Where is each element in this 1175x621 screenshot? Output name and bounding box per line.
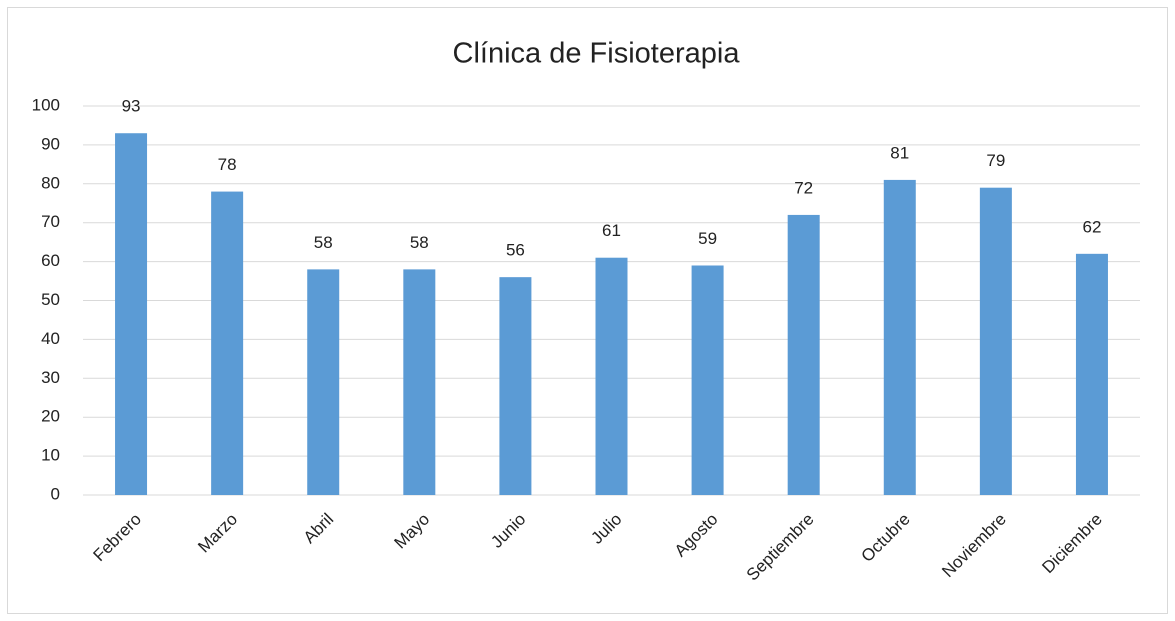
- bar: [979, 187, 1012, 495]
- y-tick-label: 60: [41, 251, 60, 270]
- data-label: 56: [506, 241, 525, 260]
- bar: [787, 214, 820, 496]
- bar: [595, 257, 628, 495]
- data-label: 79: [986, 151, 1005, 170]
- data-label: 59: [698, 229, 717, 248]
- y-tick-label: 100: [32, 95, 60, 114]
- y-tick-label: 40: [41, 329, 60, 348]
- bar: [211, 191, 244, 495]
- bar: [499, 277, 532, 495]
- y-tick-label: 20: [41, 407, 60, 426]
- data-label: 58: [410, 233, 429, 252]
- data-label: 72: [794, 178, 813, 197]
- bar: [883, 179, 916, 495]
- data-label: 81: [890, 143, 909, 162]
- data-label: 93: [122, 97, 141, 116]
- bar: [115, 133, 148, 496]
- bar: [403, 269, 436, 495]
- y-tick-label: 50: [41, 290, 60, 309]
- chart-frame: [7, 7, 1168, 614]
- data-label: 58: [314, 233, 333, 252]
- y-tick-label: 10: [41, 446, 60, 465]
- data-label: 62: [1082, 217, 1101, 236]
- chart-title: Clínica de Fisioterapia: [453, 38, 741, 70]
- y-tick-label: 0: [51, 484, 60, 503]
- bar: [691, 265, 724, 495]
- y-tick-label: 90: [41, 134, 60, 153]
- y-tick-label: 30: [41, 368, 60, 387]
- data-label: 78: [218, 155, 237, 174]
- bar: [1075, 253, 1108, 495]
- y-tick-label: 80: [41, 173, 60, 192]
- data-label: 61: [602, 221, 621, 240]
- bar: [307, 269, 340, 495]
- y-tick-label: 70: [41, 212, 60, 231]
